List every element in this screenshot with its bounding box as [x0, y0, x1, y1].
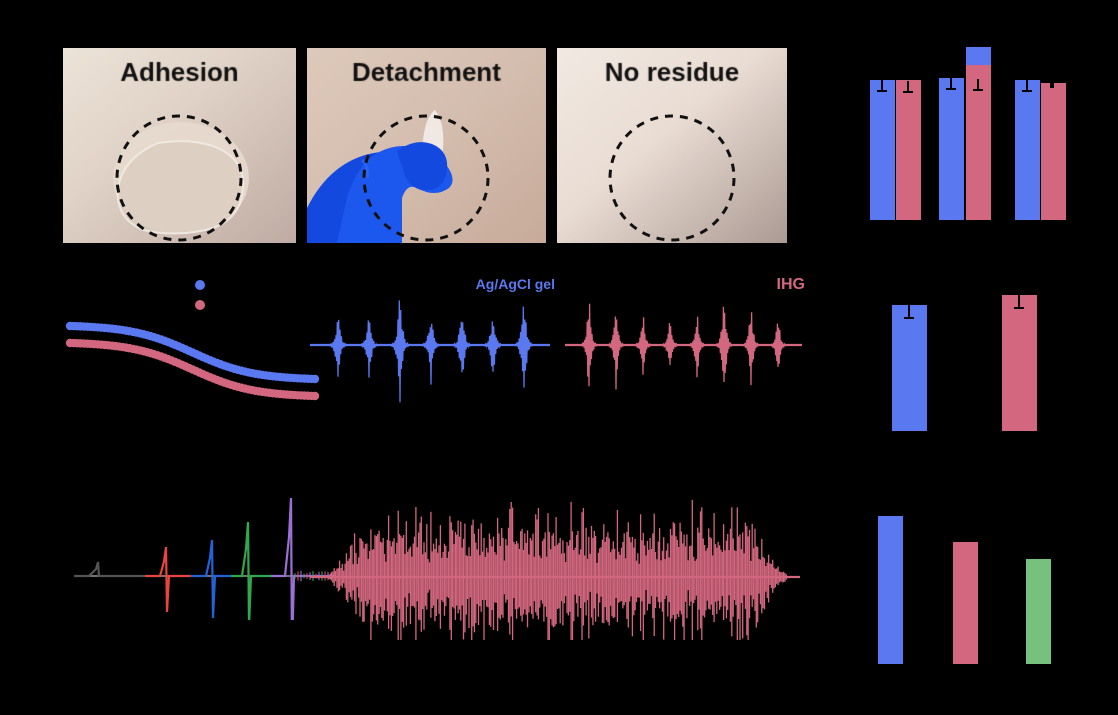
svg-text:Ag/AgCl gel: Ag/AgCl gel [476, 276, 555, 292]
svg-text:IHG: IHG [777, 276, 805, 293]
